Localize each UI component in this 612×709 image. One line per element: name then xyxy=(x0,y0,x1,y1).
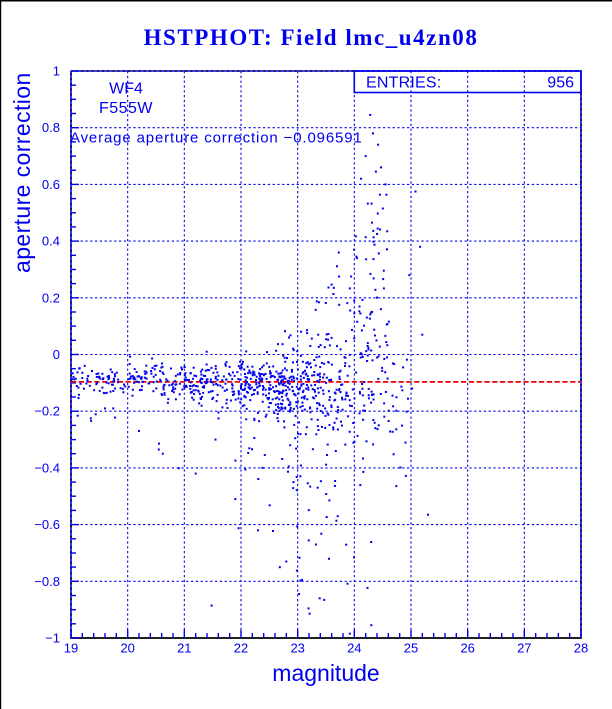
svg-text:−0.8: −0.8 xyxy=(34,574,60,589)
svg-text:27: 27 xyxy=(517,641,531,656)
svg-text:24: 24 xyxy=(347,641,361,656)
svg-text:magnitude: magnitude xyxy=(272,660,379,686)
svg-text:0.2: 0.2 xyxy=(42,290,60,305)
svg-text:ENTRIES:: ENTRIES: xyxy=(366,74,441,91)
svg-text:aperture correction: aperture correction xyxy=(9,72,35,273)
svg-text:WF4: WF4 xyxy=(109,80,143,97)
svg-text:25: 25 xyxy=(404,641,418,656)
svg-text:−0.2: −0.2 xyxy=(34,404,60,419)
svg-text:−1: −1 xyxy=(45,631,60,646)
svg-text:0.6: 0.6 xyxy=(42,177,60,192)
svg-text:Average aperture correction −0: Average aperture correction −0.096591 xyxy=(70,130,363,147)
svg-text:0.4: 0.4 xyxy=(42,234,60,249)
svg-text:0.8: 0.8 xyxy=(42,120,60,135)
svg-text:19: 19 xyxy=(64,641,78,656)
svg-text:23: 23 xyxy=(290,641,304,656)
svg-text:22: 22 xyxy=(234,641,248,656)
svg-text:20: 20 xyxy=(120,641,134,656)
svg-text:956: 956 xyxy=(547,75,574,92)
svg-text:26: 26 xyxy=(460,641,474,656)
svg-text:1: 1 xyxy=(53,64,60,79)
svg-text:F555W: F555W xyxy=(99,100,153,117)
svg-text:−0.6: −0.6 xyxy=(34,517,60,532)
svg-text:28: 28 xyxy=(574,641,588,656)
svg-text:0: 0 xyxy=(53,347,60,362)
svg-text:−0.4: −0.4 xyxy=(34,460,60,475)
svg-text:HSTPHOT: Field lmc_u4zn08: HSTPHOT: Field lmc_u4zn08 xyxy=(144,25,479,50)
svg-text:21: 21 xyxy=(177,641,191,656)
